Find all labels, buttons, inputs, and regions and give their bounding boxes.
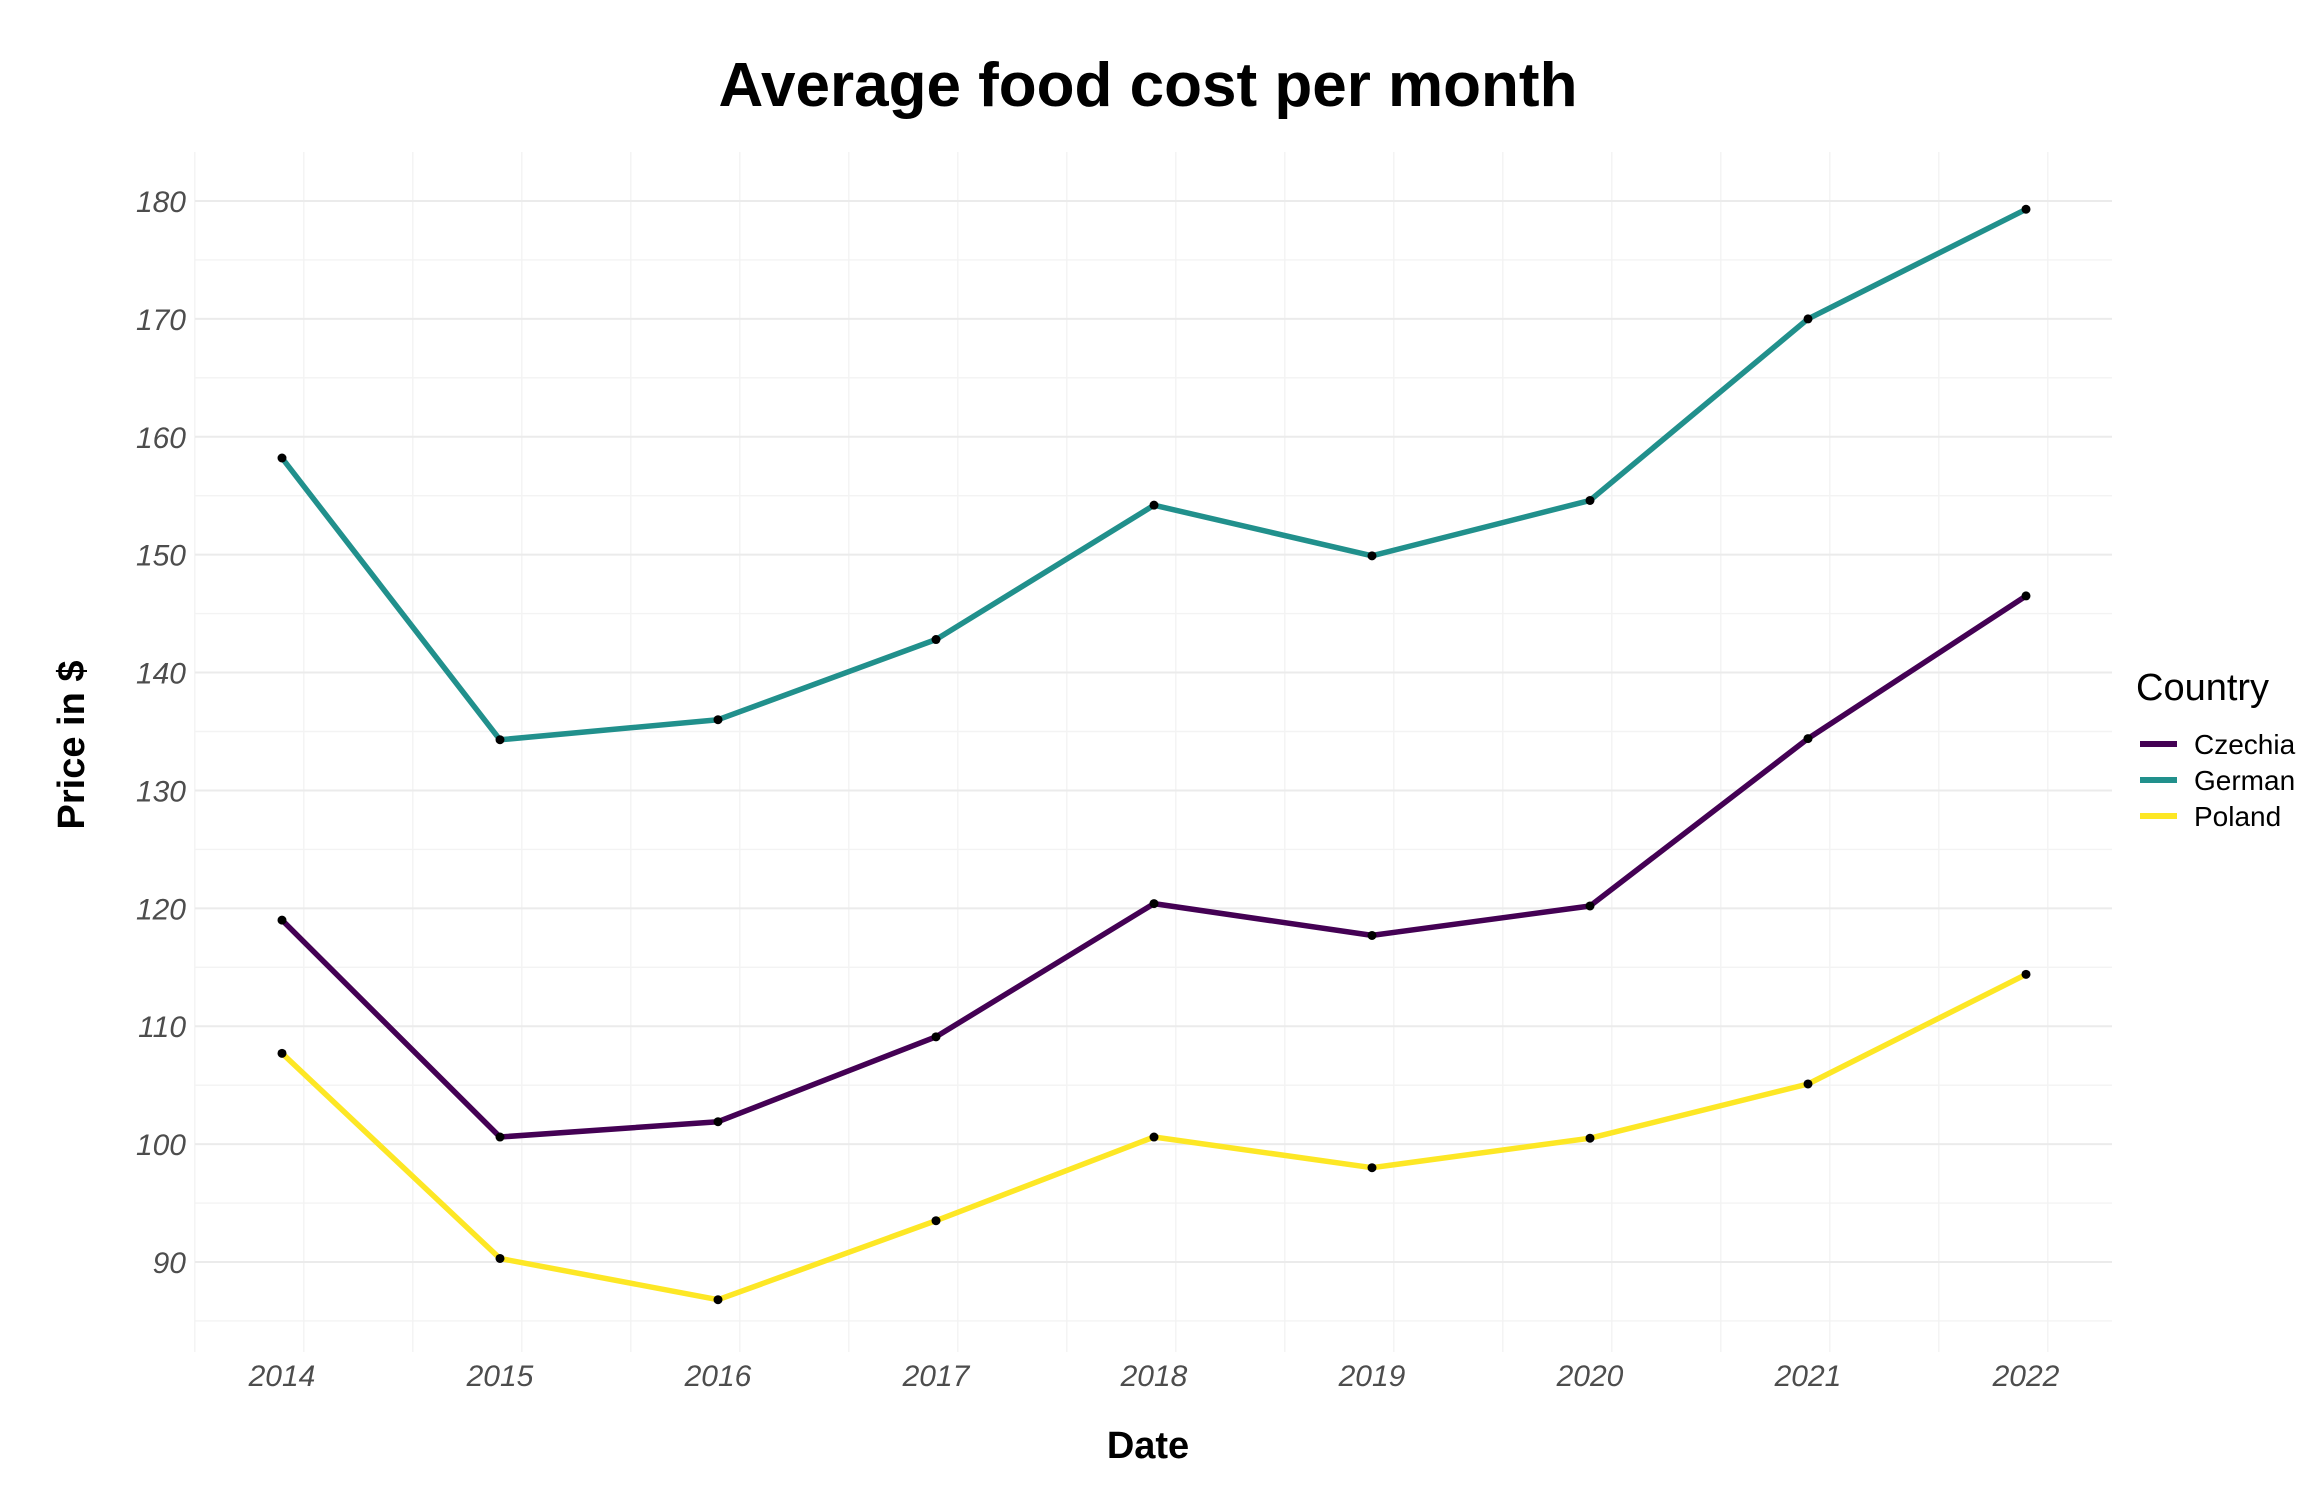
data-point-german (277, 453, 287, 463)
y-tick-label: 180 (136, 186, 186, 219)
series-points (277, 204, 2031, 1305)
data-point-poland (1585, 1133, 1595, 1143)
y-tick-label: 110 (138, 1011, 186, 1044)
y-tick-label: 160 (136, 422, 186, 455)
data-point-czechia (495, 1132, 505, 1142)
data-point-german (1585, 495, 1595, 505)
data-point-poland (1803, 1079, 1813, 1089)
x-tick-label: 2014 (248, 1360, 316, 1393)
data-point-czechia (1585, 901, 1595, 911)
data-point-poland (713, 1295, 723, 1305)
y-tick-label: 100 (136, 1129, 186, 1162)
y-tick-label: 90 (153, 1247, 187, 1280)
legend-label-german: German (2194, 765, 2295, 796)
data-point-german (1149, 500, 1159, 510)
y-tick-label: 140 (136, 658, 186, 691)
x-axis-ticks: 2014 2015 2016 2017 2018 2019 2020 2021 2022 (248, 1360, 2060, 1393)
x-tick-label: 2022 (1992, 1360, 2060, 1393)
data-point-poland (1149, 1132, 1159, 1142)
series-line-german (279, 206, 2028, 743)
y-tick-label: 120 (136, 893, 186, 926)
data-point-czechia (2021, 591, 2031, 601)
data-point-german (1367, 551, 1377, 561)
data-point-czechia (713, 1117, 723, 1127)
data-point-german (2021, 204, 2031, 214)
x-axis-title: Date (1107, 1425, 1189, 1467)
data-point-poland (277, 1048, 287, 1058)
data-point-german (713, 715, 723, 725)
data-point-czechia (1367, 930, 1377, 940)
y-tick-label: 150 (136, 540, 186, 573)
y-axis-ticks: 90 100 110 120 130 140 150 160 170 180 (136, 186, 186, 1280)
data-point-czechia (931, 1032, 941, 1042)
legend: Country Czechia German Poland (2136, 667, 2296, 832)
x-tick-label: 2020 (1556, 1360, 1624, 1393)
data-point-poland (2021, 969, 2031, 979)
legend-items: Czechia German Poland (2140, 729, 2296, 832)
x-tick-label: 2021 (1774, 1360, 1842, 1393)
data-point-german (931, 635, 941, 645)
y-tick-label: 170 (136, 304, 186, 337)
data-point-czechia (1803, 734, 1813, 744)
series-line-czechia (280, 593, 2028, 1140)
data-point-czechia (277, 915, 287, 925)
x-tick-label: 2018 (1120, 1360, 1188, 1393)
legend-title: Country (2136, 667, 2269, 709)
x-tick-label: 2017 (902, 1360, 971, 1393)
x-tick-label: 2019 (1338, 1360, 1406, 1393)
data-point-poland (931, 1216, 941, 1226)
data-point-german (1803, 314, 1813, 324)
y-tick-label: 130 (136, 775, 186, 808)
data-point-czechia (1149, 899, 1159, 909)
data-point-german (495, 735, 505, 745)
data-point-poland (1367, 1163, 1377, 1173)
grid (194, 152, 2112, 1352)
x-tick-label: 2015 (466, 1360, 534, 1393)
legend-label-czechia: Czechia (2194, 729, 2296, 760)
y-axis-title: Price in $ (51, 661, 93, 830)
data-point-poland (495, 1253, 505, 1263)
chart-title: Average food cost per month (719, 51, 1578, 120)
legend-label-poland: Poland (2194, 801, 2281, 832)
x-tick-label: 2016 (684, 1360, 752, 1393)
